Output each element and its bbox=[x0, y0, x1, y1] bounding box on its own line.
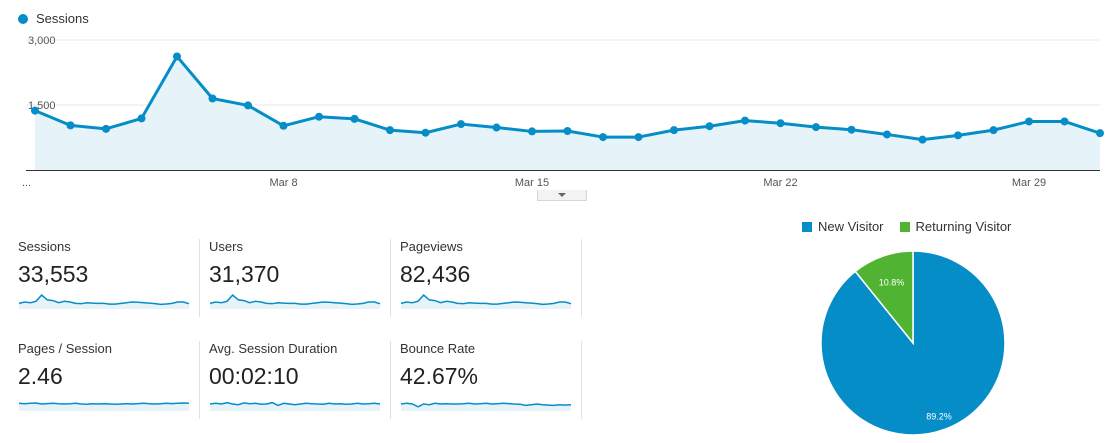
metric-label: Sessions bbox=[18, 239, 71, 254]
sparkline-line bbox=[209, 293, 381, 306]
sparkline-area bbox=[210, 295, 380, 309]
data-point[interactable] bbox=[173, 52, 181, 61]
metric-value: 33,553 bbox=[18, 261, 89, 287]
sparkline-area bbox=[210, 402, 380, 411]
data-point[interactable] bbox=[954, 131, 962, 140]
metric-value: 42.67% bbox=[400, 363, 479, 389]
sparkline-line bbox=[400, 402, 572, 408]
metric-divider bbox=[581, 239, 582, 317]
data-point[interactable] bbox=[31, 106, 39, 115]
metric-divider bbox=[390, 341, 391, 419]
legend-item-new-visitor[interactable]: New Visitor bbox=[802, 219, 884, 234]
data-point[interactable] bbox=[66, 121, 75, 130]
data-point[interactable] bbox=[457, 120, 465, 129]
x-tick-label: Mar 8 bbox=[269, 177, 297, 189]
sparkline-line bbox=[18, 293, 190, 306]
metric-label: Pageviews bbox=[400, 239, 463, 254]
data-point[interactable] bbox=[741, 116, 749, 125]
data-point[interactable] bbox=[386, 126, 394, 135]
sparkline-line bbox=[209, 401, 381, 407]
sparkline-area bbox=[401, 295, 571, 309]
data-point[interactable] bbox=[421, 128, 430, 137]
metric-label: Pages / Session bbox=[18, 341, 112, 356]
metric-sparkline bbox=[400, 402, 572, 411]
sparkline-area bbox=[19, 295, 189, 309]
metric-divider bbox=[390, 239, 391, 317]
metric-value: 2.46 bbox=[18, 363, 63, 389]
metric-value: 31,370 bbox=[209, 261, 280, 287]
data-point[interactable] bbox=[847, 125, 856, 134]
metric-divider bbox=[199, 341, 200, 419]
sparkline-line bbox=[18, 402, 190, 406]
chart-legend: Sessions bbox=[18, 11, 89, 26]
sparkline-line bbox=[400, 293, 572, 306]
data-point[interactable] bbox=[989, 126, 998, 135]
data-point[interactable] bbox=[102, 124, 110, 133]
data-point[interactable] bbox=[208, 94, 217, 103]
metric-sparkline bbox=[400, 293, 572, 309]
data-point[interactable] bbox=[279, 121, 288, 130]
chevron-down-icon bbox=[558, 193, 566, 197]
sessions-area bbox=[35, 56, 1100, 170]
x-tick-label: ... bbox=[22, 177, 31, 189]
metric-tile-users[interactable]: Users 31,370 bbox=[209, 239, 399, 319]
metric-tile-pageviews[interactable]: Pageviews 82,436 bbox=[400, 239, 590, 319]
data-point[interactable] bbox=[883, 130, 891, 139]
sparkline-area bbox=[19, 403, 189, 411]
sessions-legend-dot bbox=[18, 13, 28, 24]
data-point[interactable] bbox=[1025, 117, 1033, 126]
metric-label: Avg. Session Duration bbox=[209, 341, 338, 356]
sessions-legend-label[interactable]: Sessions bbox=[36, 11, 89, 26]
data-point[interactable] bbox=[1096, 129, 1104, 138]
metric-tile-sessions[interactable]: Sessions 33,553 bbox=[18, 239, 208, 319]
metric-sparkline bbox=[209, 401, 381, 411]
new-visitor-label: New Visitor bbox=[818, 219, 884, 234]
pie-slice-label: 10.8% bbox=[879, 277, 905, 287]
pie-slice-label: 89.2% bbox=[926, 412, 952, 422]
data-point[interactable] bbox=[350, 114, 359, 123]
metric-sparkline bbox=[209, 293, 381, 309]
metric-value: 82,436 bbox=[400, 261, 471, 287]
metric-sparkline bbox=[18, 293, 190, 309]
data-point[interactable] bbox=[634, 133, 643, 142]
data-point[interactable] bbox=[528, 127, 536, 136]
data-point[interactable] bbox=[670, 126, 678, 135]
pie-legend: New Visitor Returning Visitor bbox=[802, 219, 1027, 234]
x-tick-label: Mar 15 bbox=[515, 177, 549, 189]
data-point[interactable] bbox=[705, 122, 714, 131]
data-point[interactable] bbox=[812, 123, 820, 132]
returning-visitor-label: Returning Visitor bbox=[915, 219, 1012, 234]
data-point[interactable] bbox=[918, 135, 927, 144]
data-point[interactable] bbox=[492, 123, 501, 132]
chart-collapse-handle[interactable] bbox=[537, 190, 587, 201]
pie-slice-returning-visitor[interactable] bbox=[854, 250, 914, 346]
metric-tile-pages-session[interactable]: Pages / Session 2.46 bbox=[18, 341, 208, 421]
metric-tile-avg-session-duration[interactable]: Avg. Session Duration 00:02:10 bbox=[209, 341, 399, 421]
data-point[interactable] bbox=[776, 119, 785, 128]
metric-tile-bounce-rate[interactable]: Bounce Rate 42.67% bbox=[400, 341, 590, 421]
data-point[interactable] bbox=[599, 133, 607, 142]
y-tick-label: 3,000 bbox=[28, 35, 56, 47]
new-visitor-swatch bbox=[802, 221, 812, 232]
metric-divider bbox=[199, 239, 200, 317]
data-point[interactable] bbox=[563, 127, 572, 135]
metric-label: Users bbox=[209, 239, 243, 254]
x-tick-label: Mar 29 bbox=[1012, 177, 1046, 189]
data-point[interactable] bbox=[315, 112, 323, 121]
metric-sparkline bbox=[18, 402, 190, 411]
data-point[interactable] bbox=[1060, 117, 1069, 126]
metric-value: 00:02:10 bbox=[209, 363, 299, 389]
metric-label: Bounce Rate bbox=[400, 341, 476, 356]
data-point[interactable] bbox=[244, 101, 252, 110]
metric-divider bbox=[581, 341, 582, 419]
legend-item-returning-visitor[interactable]: Returning Visitor bbox=[899, 219, 1012, 234]
data-point[interactable] bbox=[137, 114, 146, 123]
returning-visitor-swatch bbox=[899, 221, 910, 232]
x-tick-label: Mar 22 bbox=[763, 177, 797, 189]
visitor-pie-chart[interactable]: 89.2% 10.8% bbox=[818, 248, 1008, 438]
